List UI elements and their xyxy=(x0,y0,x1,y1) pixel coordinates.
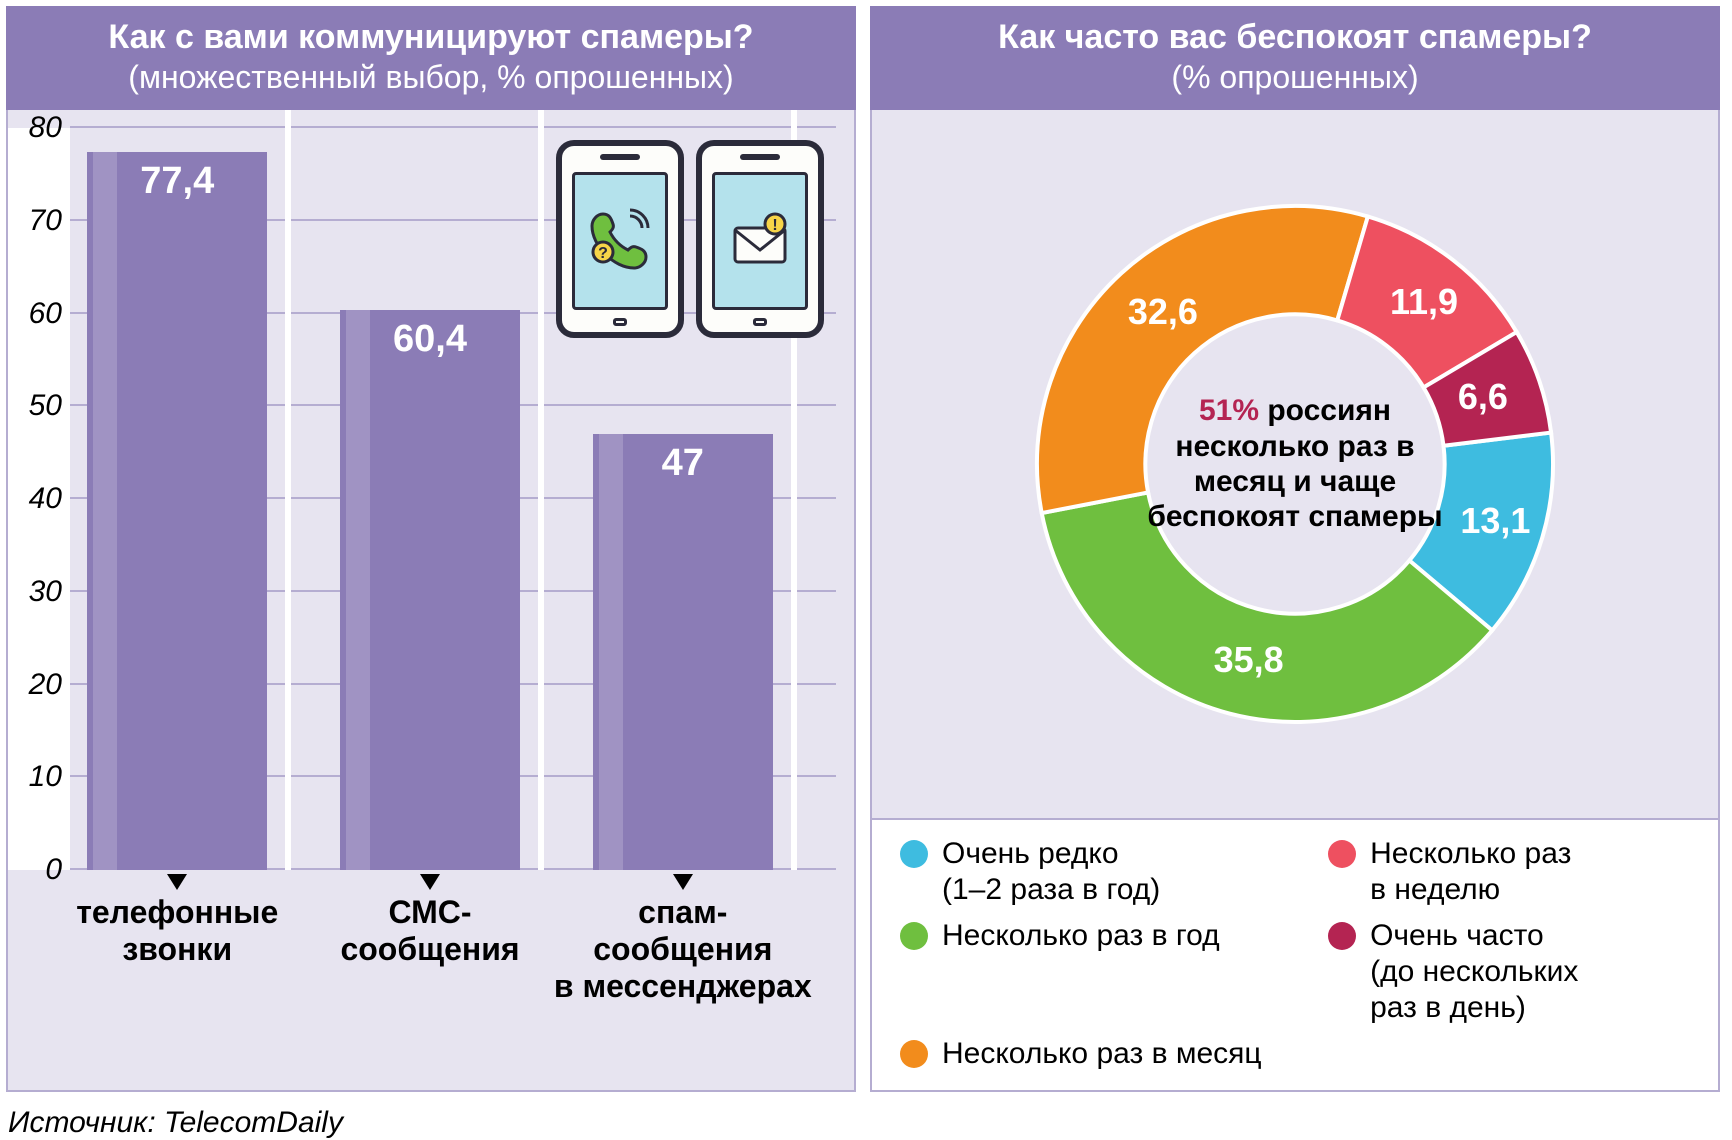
donut-center-pct: 51% xyxy=(1199,394,1259,427)
left-subtitle: (множественный выбор, % опрошенных) xyxy=(26,59,836,96)
legend-item: Несколько раз в год xyxy=(900,918,1298,1026)
y-tick: 0 xyxy=(45,853,62,887)
donut-chart-area: 51% россиян несколько раз в месяц и чаще… xyxy=(870,110,1720,1092)
legend-label: Очень часто(до несколькихраз в день) xyxy=(1370,918,1578,1026)
phone-call-icon: ? xyxy=(556,140,684,338)
donut-slice-label: 6,6 xyxy=(1458,376,1508,418)
left-title: Как с вами коммуницируют спамеры? xyxy=(26,18,836,57)
bar-divider xyxy=(285,110,291,870)
donut-chart: 51% россиян несколько раз в месяц и чаще… xyxy=(872,110,1718,818)
legend-swatch-icon xyxy=(1328,840,1356,868)
x-label: СМС-сообщения xyxy=(290,894,570,968)
donut-slice-label: 35,8 xyxy=(1214,639,1284,681)
x-marker-icon xyxy=(167,874,187,890)
bar-value-label: 77,4 xyxy=(87,160,267,203)
bar-divider xyxy=(538,110,544,870)
right-title: Как часто вас беспокоят спамеры? xyxy=(890,18,1700,57)
donut-center-text: 51% россиян несколько раз в месяц и чаще… xyxy=(1130,393,1460,535)
right-panel: Как часто вас беспокоят спамеры? (% опро… xyxy=(870,6,1720,1092)
legend-item: Несколько разв неделю xyxy=(1328,836,1690,908)
x-label: телефонныезвонки xyxy=(37,894,317,968)
bar-value-label: 47 xyxy=(593,442,773,485)
y-tick: 10 xyxy=(29,760,62,794)
left-header: Как с вами коммуницируют спамеры? (множе… xyxy=(6,6,856,110)
phone-message-icon: ! xyxy=(696,140,824,338)
y-tick: 30 xyxy=(29,575,62,609)
legend-label: Несколько раз в год xyxy=(942,918,1220,954)
legend-label: Несколько разв неделю xyxy=(1370,836,1571,908)
gridline xyxy=(70,126,836,128)
bar: 60,4 xyxy=(340,310,520,870)
bar-value-label: 60,4 xyxy=(340,318,520,361)
y-tick: 40 xyxy=(29,482,62,516)
right-header: Как часто вас беспокоят спамеры? (% опро… xyxy=(870,6,1720,110)
y-tick: 50 xyxy=(29,389,62,423)
donut-slice-label: 13,1 xyxy=(1460,500,1530,542)
legend-swatch-icon xyxy=(900,840,928,868)
y-tick: 20 xyxy=(29,668,62,702)
x-labels: телефонныезвонкиСМС-сообщенияспам-сообще… xyxy=(70,870,836,1090)
legend-item: Очень часто(до несколькихраз в день) xyxy=(1328,918,1690,1026)
donut-legend: Очень редко(1–2 раза в год) Несколько раз… xyxy=(872,818,1718,1090)
donut-slice-label: 32,6 xyxy=(1128,291,1198,333)
right-subtitle: (% опрошенных) xyxy=(890,59,1700,96)
source-text: Источник: TelecomDaily xyxy=(8,1106,343,1140)
y-axis: 01020304050607080 xyxy=(8,128,70,870)
legend-swatch-icon xyxy=(1328,922,1356,950)
y-tick: 70 xyxy=(29,204,62,238)
y-tick: 60 xyxy=(29,297,62,331)
bar: 47 xyxy=(593,434,773,870)
phone-icons: ? ! xyxy=(556,140,824,338)
x-marker-icon xyxy=(420,874,440,890)
legend-item: Несколько раз в месяц xyxy=(900,1036,1298,1072)
bar: 77,4 xyxy=(87,152,267,870)
bar-chart-area: 0 10 20 30 40 50 60 70 80 77,4 60,4 47 телефонныез… xyxy=(6,110,856,1092)
donut-slice-label: 11,9 xyxy=(1390,281,1458,323)
legend-item: Очень редко(1–2 раза в год) xyxy=(900,836,1298,908)
donut-center-body: россиян несколько раз в месяц и чаще бес… xyxy=(1147,394,1442,533)
legend-swatch-icon xyxy=(900,922,928,950)
x-label: спам-сообщенияв мессенджерах xyxy=(543,894,823,1004)
left-panel: Как с вами коммуницируют спамеры? (множе… xyxy=(6,6,856,1092)
legend-label: Очень редко(1–2 раза в год) xyxy=(942,836,1160,908)
legend-swatch-icon xyxy=(900,1040,928,1068)
x-marker-icon xyxy=(673,874,693,890)
svg-text:!: ! xyxy=(772,217,777,234)
bar-chart: 0 10 20 30 40 50 60 70 80 77,4 60,4 47 телефонныез… xyxy=(8,110,854,1090)
legend-label: Несколько раз в месяц xyxy=(942,1036,1262,1072)
svg-text:?: ? xyxy=(598,245,608,262)
y-tick: 80 xyxy=(29,111,62,145)
